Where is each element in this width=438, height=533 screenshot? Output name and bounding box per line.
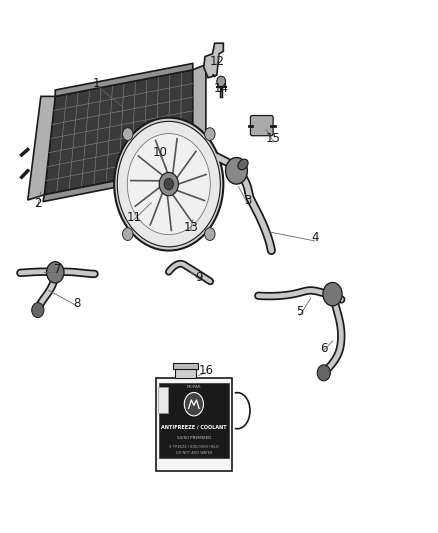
Text: 4: 4 bbox=[311, 231, 319, 244]
Polygon shape bbox=[55, 63, 193, 96]
Circle shape bbox=[164, 178, 173, 190]
Polygon shape bbox=[204, 43, 223, 78]
Polygon shape bbox=[28, 96, 55, 200]
Circle shape bbox=[323, 282, 342, 306]
Circle shape bbox=[205, 128, 215, 141]
Circle shape bbox=[205, 228, 215, 240]
Text: 1: 1 bbox=[93, 77, 100, 90]
Polygon shape bbox=[173, 364, 198, 368]
Circle shape bbox=[127, 134, 210, 235]
Circle shape bbox=[159, 172, 178, 196]
Text: 3: 3 bbox=[244, 193, 251, 207]
Text: 6: 6 bbox=[320, 342, 328, 356]
Text: 7: 7 bbox=[54, 263, 61, 276]
Text: DO NOT ADD WATER: DO NOT ADD WATER bbox=[176, 451, 212, 456]
Text: 9: 9 bbox=[196, 271, 203, 284]
Circle shape bbox=[123, 128, 133, 141]
Polygon shape bbox=[44, 70, 193, 195]
Text: 16: 16 bbox=[198, 364, 213, 377]
Circle shape bbox=[117, 122, 220, 247]
Polygon shape bbox=[155, 378, 232, 471]
Circle shape bbox=[217, 76, 226, 87]
Polygon shape bbox=[43, 165, 194, 201]
FancyBboxPatch shape bbox=[251, 116, 273, 136]
Ellipse shape bbox=[238, 159, 248, 169]
Polygon shape bbox=[159, 383, 229, 458]
Text: IF FREEZE / BOILOVER HELD: IF FREEZE / BOILOVER HELD bbox=[169, 445, 219, 449]
Text: 13: 13 bbox=[183, 221, 198, 234]
Circle shape bbox=[184, 392, 204, 416]
Text: 2: 2 bbox=[34, 197, 42, 211]
Text: 12: 12 bbox=[209, 55, 224, 68]
Circle shape bbox=[226, 158, 247, 184]
Polygon shape bbox=[193, 64, 206, 165]
Circle shape bbox=[46, 262, 64, 283]
Text: 11: 11 bbox=[126, 211, 141, 224]
Text: 10: 10 bbox=[152, 146, 167, 159]
Text: 50/50 PREMIXED: 50/50 PREMIXED bbox=[177, 435, 211, 440]
Text: 15: 15 bbox=[266, 132, 281, 146]
Text: 14: 14 bbox=[214, 82, 229, 95]
Circle shape bbox=[317, 365, 330, 381]
Text: ANTIFREEZE / COOLANT: ANTIFREEZE / COOLANT bbox=[161, 424, 227, 429]
Circle shape bbox=[114, 118, 223, 251]
Text: 5: 5 bbox=[296, 305, 304, 318]
Circle shape bbox=[32, 303, 44, 318]
Circle shape bbox=[123, 228, 133, 240]
Text: 8: 8 bbox=[74, 297, 81, 310]
Text: MOPAR: MOPAR bbox=[187, 385, 201, 389]
Polygon shape bbox=[175, 368, 196, 378]
Polygon shape bbox=[158, 387, 168, 414]
